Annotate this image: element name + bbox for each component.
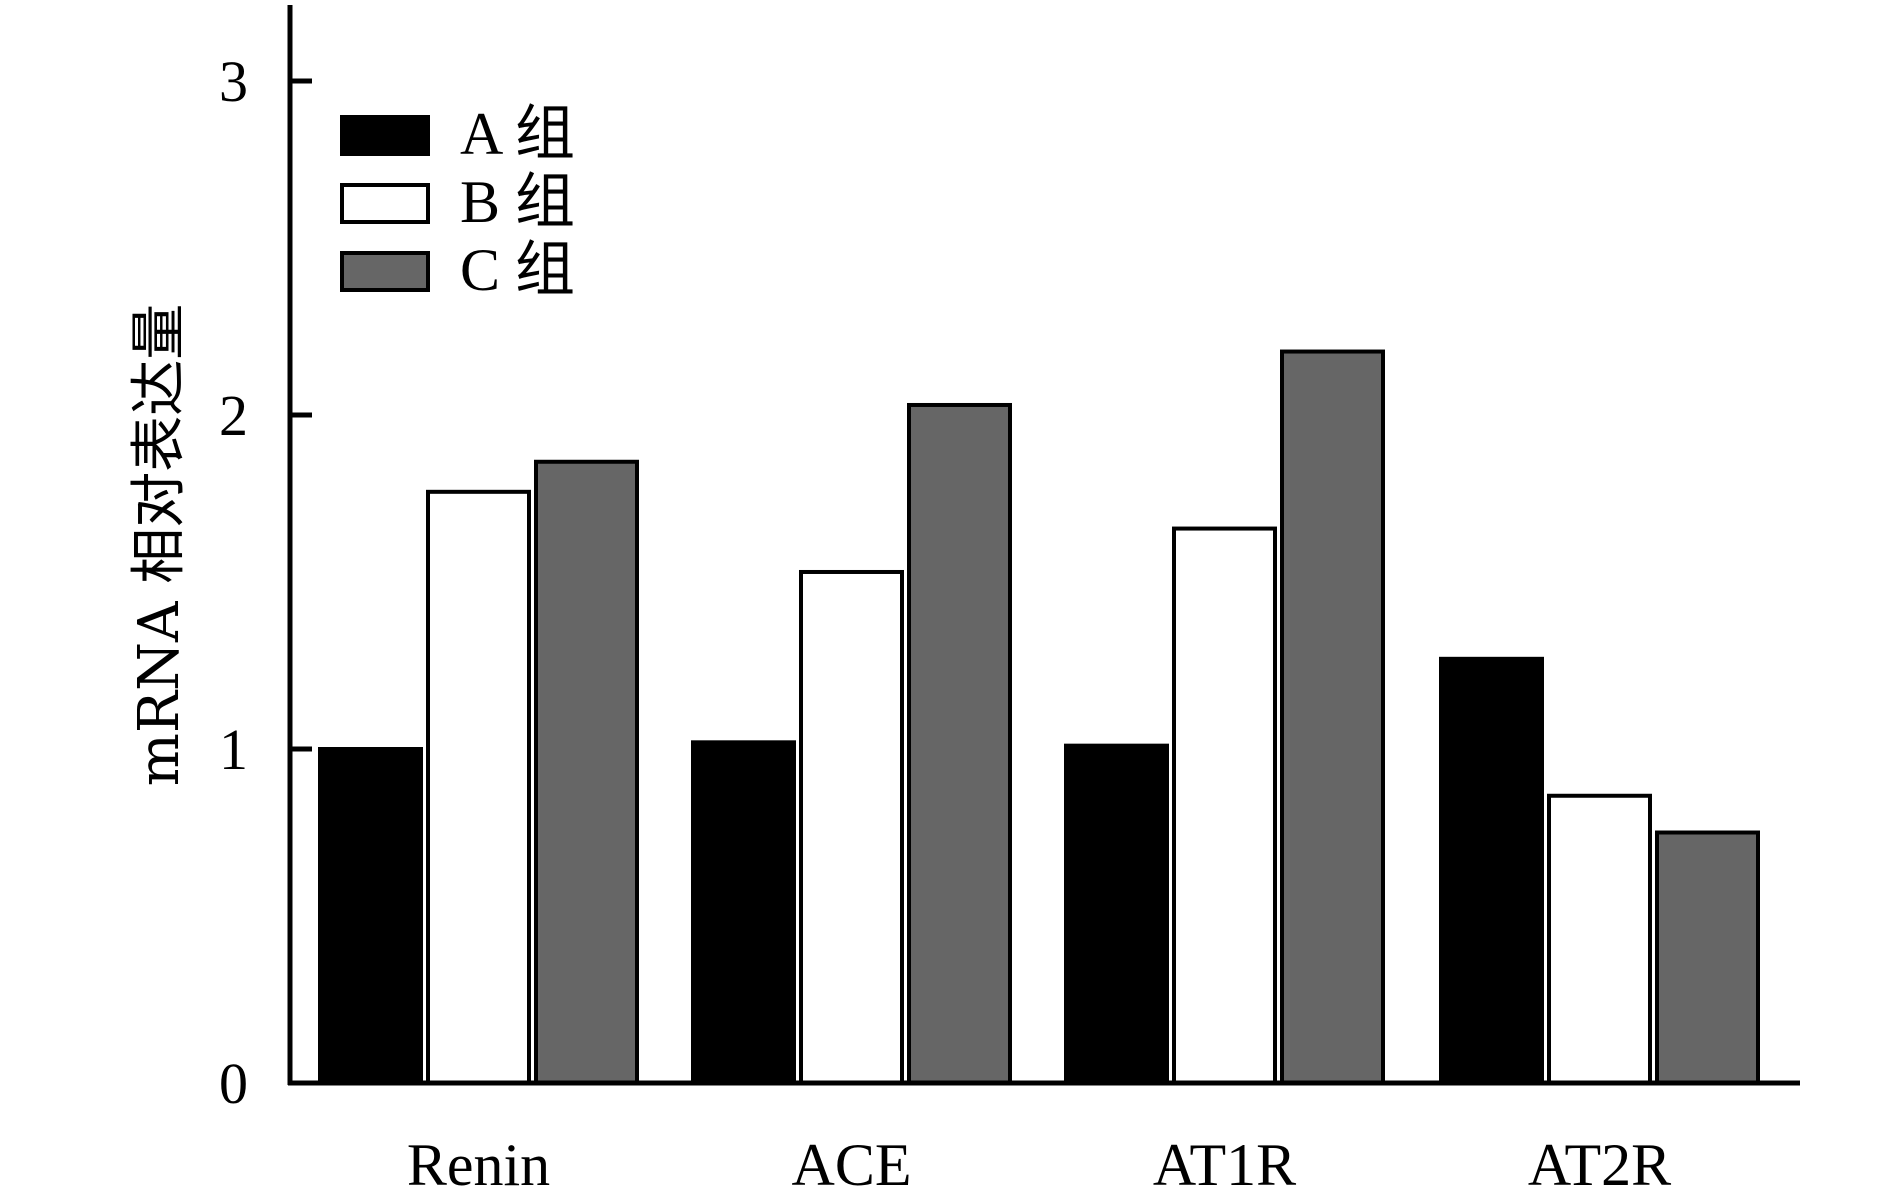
bar-at1r-series-1 bbox=[1064, 743, 1169, 1085]
x-tick-label: ACE bbox=[792, 1132, 912, 1194]
bar-renin-series-2 bbox=[426, 489, 531, 1085]
y-ticks-layer: 0 1 2 3 bbox=[219, 49, 312, 1116]
y-axis-label: mRNA 相对表达量 bbox=[127, 304, 192, 787]
legend-swatch bbox=[340, 115, 430, 156]
bar-ace-series-3 bbox=[907, 402, 1012, 1086]
legend-swatch bbox=[340, 251, 430, 292]
bar-ace-series-2 bbox=[799, 569, 904, 1085]
x-tick-label: AT2R bbox=[1528, 1132, 1671, 1194]
bar-renin-series-3 bbox=[534, 459, 639, 1085]
bar-at2r-series-3 bbox=[1655, 830, 1760, 1085]
bar-ace-series-1 bbox=[691, 740, 796, 1085]
x-tick-labels-layer: Renin ACE AT1R AT2R bbox=[407, 1132, 1671, 1194]
legend: A 组B 组C 组 bbox=[340, 101, 575, 303]
axes-layer bbox=[287, 5, 1800, 1086]
y-tick-label: 2 bbox=[219, 383, 248, 448]
y-tick-label: 1 bbox=[219, 717, 248, 782]
legend-label: A 组 bbox=[460, 101, 575, 167]
legend-label: C 组 bbox=[460, 237, 575, 303]
bar-at2r-series-1 bbox=[1439, 656, 1544, 1085]
x-tick-label: AT1R bbox=[1153, 1132, 1296, 1194]
bar-at2r-series-2 bbox=[1547, 793, 1652, 1085]
legend-swatch bbox=[340, 183, 430, 224]
y-tick-label: 0 bbox=[219, 1051, 248, 1116]
legend-label: B 组 bbox=[460, 169, 575, 235]
bar-at1r-series-3 bbox=[1280, 349, 1385, 1086]
bars-layer bbox=[318, 349, 1760, 1086]
y-tick-label: 3 bbox=[219, 49, 248, 114]
bar-renin-series-1 bbox=[318, 747, 423, 1085]
x-tick-label: Renin bbox=[407, 1132, 550, 1194]
bar-at1r-series-2 bbox=[1172, 526, 1277, 1085]
